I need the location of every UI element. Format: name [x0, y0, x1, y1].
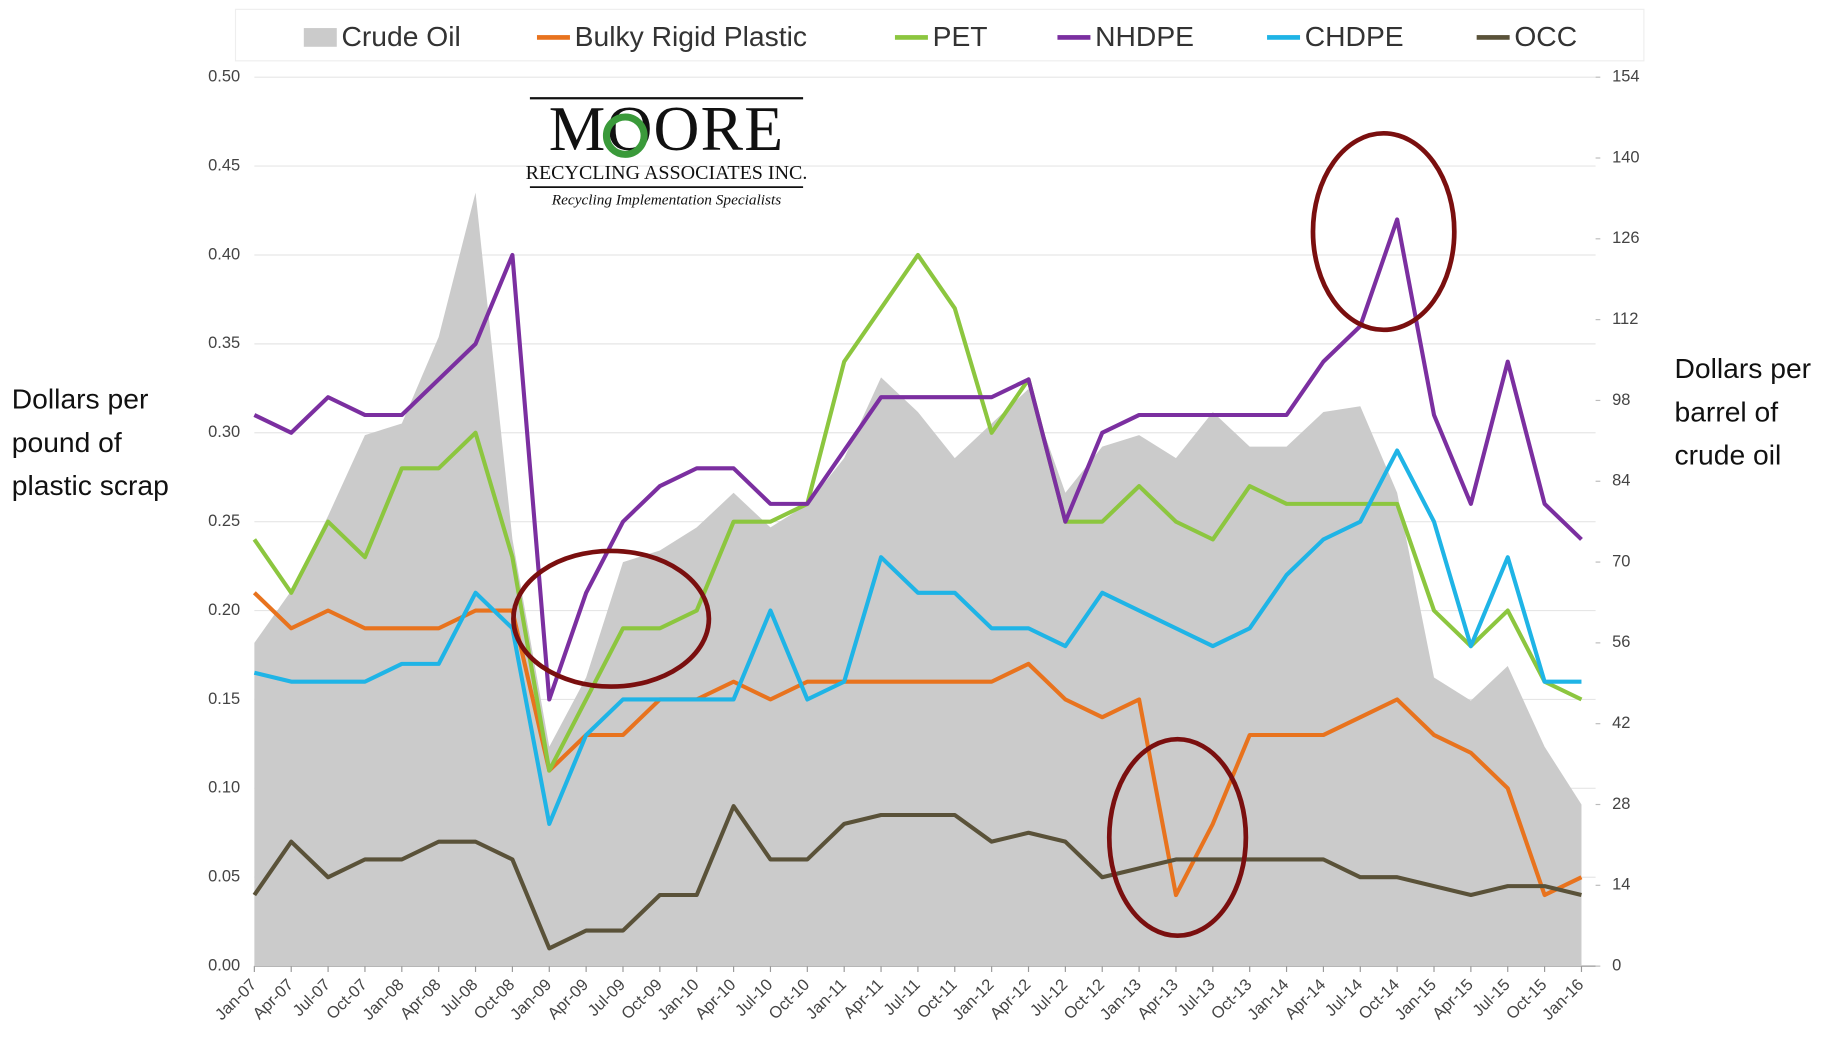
- x-tick-label: Jan-07: [212, 976, 260, 1024]
- legend-label: CHDPE: [1305, 21, 1404, 52]
- highlight-circle: [511, 548, 712, 689]
- legend-swatch: [536, 35, 570, 40]
- x-tick-label: Apr-13: [1134, 976, 1182, 1023]
- y2-tick-label: 112: [1612, 310, 1638, 328]
- area: [254, 192, 1582, 967]
- y-tick-label: 0.25: [208, 512, 240, 530]
- highlight-circles: [511, 131, 1457, 939]
- highlight-circle: [1106, 736, 1249, 939]
- x-tick-label: Jan-16: [1539, 976, 1587, 1024]
- y-axis-title: plastic scrap: [12, 470, 169, 501]
- legend-box: [234, 8, 1645, 62]
- x-tick-label: Apr-09: [544, 976, 592, 1023]
- x-tick-label: Jan-12: [949, 976, 997, 1024]
- x-tick-label: Jan-11: [803, 976, 851, 1023]
- y2-tick-label: 14: [1612, 876, 1630, 894]
- y2-tick-label: 0: [1612, 957, 1621, 975]
- x-tick-label: Apr-14: [1282, 976, 1330, 1023]
- y-tick-label: 0.20: [208, 601, 240, 619]
- legend-label: Bulky Rigid Plastic: [575, 21, 807, 52]
- logo-tagline: Recycling Implementation Specialists: [551, 192, 782, 209]
- x-tick-label: Jan-09: [507, 976, 555, 1024]
- x-tick-label: Jan-15: [1392, 976, 1440, 1024]
- y2-axis-title: Dollars per: [1674, 353, 1811, 384]
- legend-label: Crude Oil: [341, 21, 460, 52]
- y2-tick-label: 70: [1612, 552, 1630, 570]
- y-tick-label: 0.35: [208, 334, 240, 352]
- y-axis-title: pound of: [12, 427, 122, 458]
- x-tick-label: Jan-13: [1097, 976, 1145, 1024]
- logo-company: RECYCLING ASSOCIATES INC.: [526, 162, 808, 184]
- logo: MOORE RECYCLING ASSOCIATES INC. Recyclin…: [526, 94, 808, 208]
- line: [252, 252, 1583, 773]
- x-tick-label: Jan-08: [359, 976, 407, 1024]
- x-tick-label: Apr-12: [987, 976, 1035, 1023]
- y2-tick-label: 28: [1612, 795, 1630, 813]
- y2-tick-label: 42: [1612, 714, 1630, 732]
- y2-tick-label: 154: [1612, 68, 1639, 86]
- legend-label: NHDPE: [1095, 21, 1194, 52]
- y-tick-label: 0.05: [208, 868, 240, 886]
- line: [252, 804, 1582, 951]
- line: [252, 591, 1583, 898]
- legend-swatch: [1267, 35, 1301, 40]
- y-tick-label: 0.40: [208, 245, 240, 263]
- y2-tick-label: 84: [1612, 472, 1630, 490]
- y2-tick-label: 126: [1612, 229, 1639, 247]
- x-tick-label: Apr-08: [397, 976, 445, 1023]
- y2-axis-title: barrel of: [1674, 397, 1778, 428]
- x-tick-label: Jan-14: [1244, 976, 1292, 1024]
- x-tick-label: Jan-10: [654, 976, 702, 1024]
- y2-tick-label: 98: [1612, 391, 1630, 409]
- y-tick-label: 0.45: [208, 156, 240, 174]
- legend-label: PET: [933, 21, 988, 52]
- x-tick-label: Apr-10: [692, 976, 740, 1023]
- legend-swatch: [1476, 35, 1510, 40]
- y2-tick-label: 140: [1612, 148, 1639, 166]
- y-tick-label: 0.10: [208, 779, 240, 797]
- legend-swatch: [1057, 35, 1091, 40]
- line: [253, 448, 1582, 826]
- logo-name: MOORE: [549, 94, 784, 164]
- y2-axis-title: crude oil: [1674, 440, 1781, 471]
- y-tick-label: 0.30: [208, 423, 240, 441]
- legend-swatch: [894, 35, 928, 40]
- x-tick-label: Apr-07: [249, 976, 297, 1023]
- plot-area: 0.00 0.05 0.10 0.15 0.20 0.25 0.30 0.35 0.40 0.45…: [208, 68, 1639, 1024]
- logo-arrows: [602, 113, 648, 158]
- highlight-circle: [1310, 131, 1457, 333]
- y-axis-title: Dollars per: [12, 384, 149, 415]
- legend-label: OCC: [1514, 21, 1577, 52]
- legend-swatch: [303, 28, 337, 47]
- x-tick-label: Apr-15: [1429, 976, 1477, 1023]
- y-tick-label: 0.50: [208, 68, 240, 86]
- y2-tick-label: 56: [1612, 633, 1630, 651]
- x-tick-label: Oct-10: [765, 976, 813, 1023]
- y-tick-label: 0.15: [208, 690, 240, 708]
- x-tick-label: Apr-11: [840, 976, 887, 1023]
- y-tick-label: 0.00: [208, 957, 240, 975]
